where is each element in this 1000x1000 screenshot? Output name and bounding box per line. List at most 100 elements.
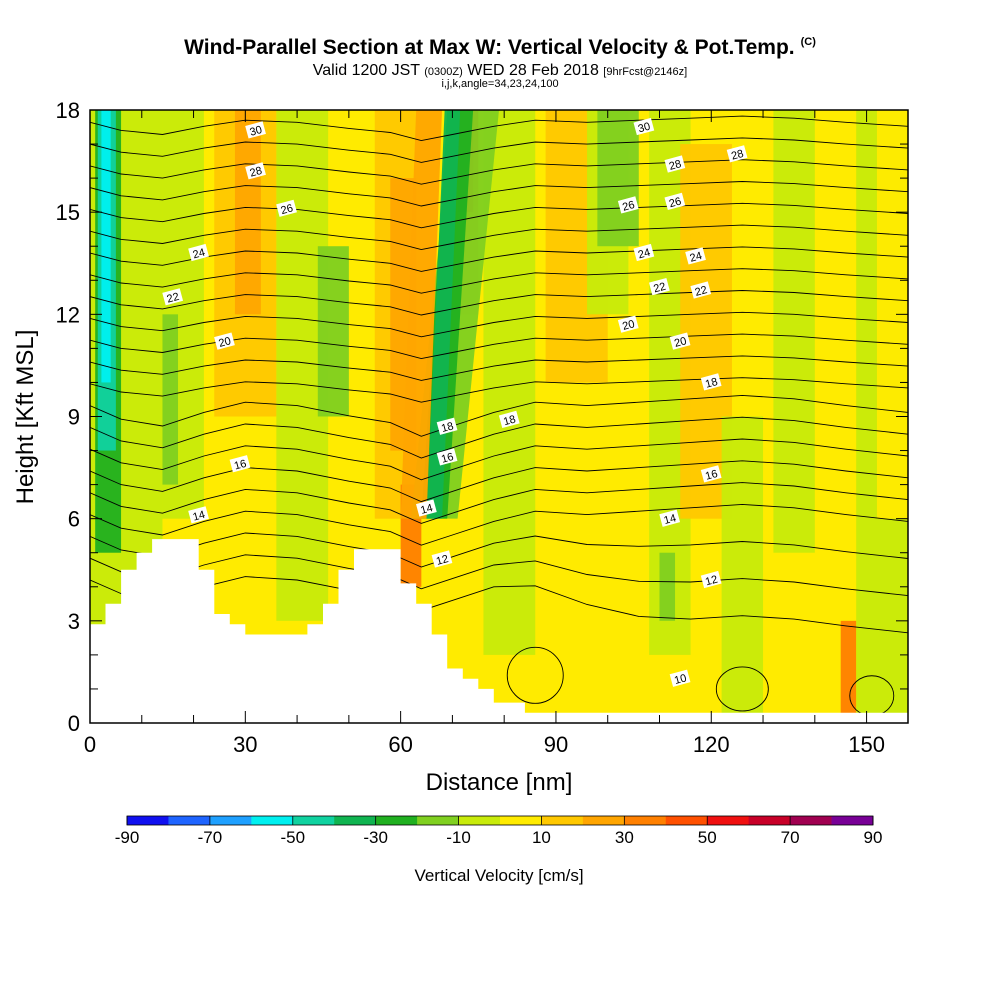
y-tick-label: 15: [56, 200, 80, 225]
chart-title: Wind-Parallel Section at Max W: Vertical…: [0, 36, 1000, 60]
velocity-band: [317, 246, 349, 417]
contour-label-text: 14: [191, 509, 206, 524]
contour-label-box: [685, 247, 706, 265]
forecast-info: [9hrFcst@2146z]: [603, 66, 688, 78]
velocity-band: [234, 110, 261, 315]
theta-contour: [90, 532, 908, 568]
contour-label: 20: [214, 332, 235, 350]
contour-label: 16: [229, 455, 251, 473]
valid-date: WED 28 Feb 2018: [467, 62, 599, 79]
theta-contour: [90, 377, 908, 403]
theta-contour: [90, 115, 908, 142]
contour-label-box: [431, 550, 453, 568]
contour-label: 12: [700, 570, 722, 589]
chart-subtitle: Valid 1200 JST (0300Z) WED 28 Feb 2018 […: [0, 62, 1000, 80]
contour-label-box: [214, 332, 235, 350]
colorbar: -90 -70 -50 -30 -10 10 30 50 70 90: [115, 815, 882, 847]
contour-label: 26: [617, 196, 639, 214]
contour-label-text: 22: [652, 281, 667, 296]
contour-label-box: [617, 315, 639, 333]
contour-label-text: 24: [191, 247, 206, 262]
theta-contour: [506, 646, 564, 704]
contour-label-text: 26: [279, 202, 294, 217]
x-tick-label: 120: [693, 732, 730, 757]
colorbar-swatch: [748, 816, 791, 825]
contour-label: 14: [188, 506, 209, 524]
contour-label-box: [659, 509, 681, 527]
colorbar-label: -90: [115, 828, 140, 847]
contour-label: 20: [669, 332, 691, 350]
velocity-band: [483, 110, 536, 655]
contour-label-box: [498, 410, 520, 429]
colorbar-swatch: [417, 816, 459, 825]
contour-label-text: 30: [637, 121, 652, 136]
contour-label-text: 28: [248, 165, 263, 180]
y-axis: 0 3 6 9 12 15 18: [56, 98, 908, 736]
colorbar-label: 30: [615, 828, 634, 847]
colorbar-swatch: [292, 816, 335, 825]
contour-label: 14: [659, 509, 681, 527]
contour-label-box: [669, 669, 691, 687]
y-tick-label: 12: [56, 302, 80, 327]
contour-label: 18: [700, 373, 722, 391]
x-axis: 0 30 60 90 120 150: [84, 110, 885, 757]
contour-label-box: [245, 162, 266, 180]
colorbar-swatch: [790, 816, 832, 825]
theta-contour: [90, 137, 908, 163]
y-tick-label: 9: [68, 405, 80, 430]
colorbar-swatch: [831, 816, 874, 825]
theta-contour: [90, 554, 908, 597]
y-axis-label: Height [Kft MSL]: [12, 330, 39, 505]
contour-label: 16: [436, 448, 458, 466]
colorbar-label: 10: [532, 828, 551, 847]
contour-label-text: 12: [704, 574, 719, 589]
contour-label-text: 30: [248, 124, 263, 139]
colorbar-label: 50: [698, 828, 717, 847]
contour-label-box: [415, 499, 437, 517]
theta-contour: [90, 202, 908, 229]
terrain: [90, 539, 908, 723]
x-tick-label: 0: [84, 732, 96, 757]
valid-zulu: (0300Z): [424, 66, 463, 78]
contour-label-box: [617, 196, 639, 214]
y-tick-label: 0: [68, 711, 80, 736]
section-indices: i,j,k,angle=34,23,24,100: [441, 78, 559, 90]
contour-label-text: 20: [673, 335, 688, 350]
y-tick-label: 18: [56, 98, 80, 123]
contour-label: 10: [669, 669, 691, 687]
contour-label-text: 10: [673, 672, 688, 687]
contour-label: 30: [245, 121, 266, 139]
theta-contour: [90, 482, 908, 524]
plot-area: 30 28 26 24 22 20 18 16 14 28 26 24 22 20 18 16 14 12 30 28…: [90, 110, 908, 723]
contour-label-text: 18: [704, 376, 719, 391]
x-tick-label: 30: [233, 732, 257, 757]
colorbar-swatch: [541, 816, 584, 825]
colorbar-swatch: [707, 816, 750, 825]
theta-contour: [90, 290, 908, 316]
colorbar-swatch: [209, 816, 252, 825]
colorbar-label: -70: [198, 828, 223, 847]
colorbar-swatch: [375, 816, 418, 825]
contour-label: 22: [690, 281, 712, 299]
contour-label-text: 16: [440, 451, 455, 466]
contour-label-text: 20: [621, 318, 636, 333]
velocity-band: [659, 552, 676, 621]
theta-contour: [90, 268, 908, 294]
colorbar-label: -30: [363, 828, 388, 847]
theta-contour: [90, 438, 908, 481]
copyright-mark: (C): [800, 36, 816, 48]
x-tick-label: 60: [388, 732, 412, 757]
contour-label: 20: [617, 315, 639, 333]
contour-label-text: 26: [668, 195, 683, 210]
contour-label: 18: [498, 410, 520, 429]
contour-labels: 30 28 26 24 22 20 18 16 14 28 26 24 22 20 18 16 14 12 30 28…: [162, 117, 748, 687]
contour-label-box: [690, 281, 712, 299]
velocity-band: [597, 110, 639, 247]
contour-label-box: [188, 506, 209, 524]
contour-label-box: [436, 448, 458, 466]
colorbar-label: -50: [280, 828, 305, 847]
contour-label-box: [188, 243, 209, 262]
contour-label-box: [664, 155, 686, 173]
colorbar-title: Vertical Velocity [cm/s]: [414, 866, 583, 885]
contour-label-box: [669, 332, 691, 350]
